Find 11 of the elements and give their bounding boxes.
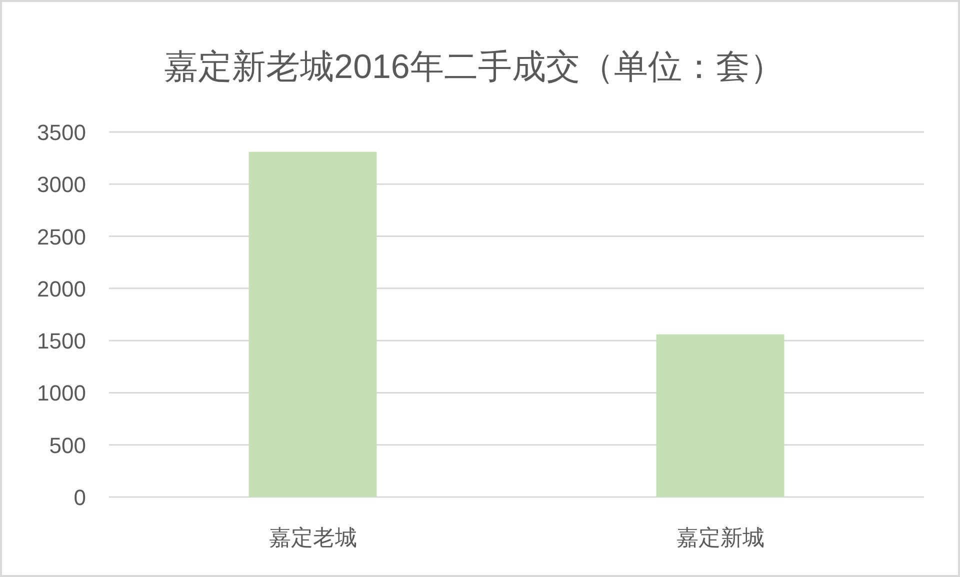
x-tick-label: 嘉定新城 (676, 525, 764, 550)
y-tick-label: 0 (74, 485, 86, 510)
y-tick-label: 500 (49, 432, 86, 458)
y-tick-label: 3000 (37, 172, 86, 198)
y-tick-label: 1500 (37, 328, 86, 354)
y-tick-label: 3500 (37, 120, 86, 145)
y-tick-label: 2000 (37, 276, 86, 302)
x-tick-label: 嘉定老城 (268, 525, 357, 550)
chart-title: 嘉定新老城2016年二手成交（单位：套） (164, 48, 784, 86)
y-tick-label: 1000 (37, 380, 86, 406)
y-tick-label: 2500 (37, 224, 86, 250)
